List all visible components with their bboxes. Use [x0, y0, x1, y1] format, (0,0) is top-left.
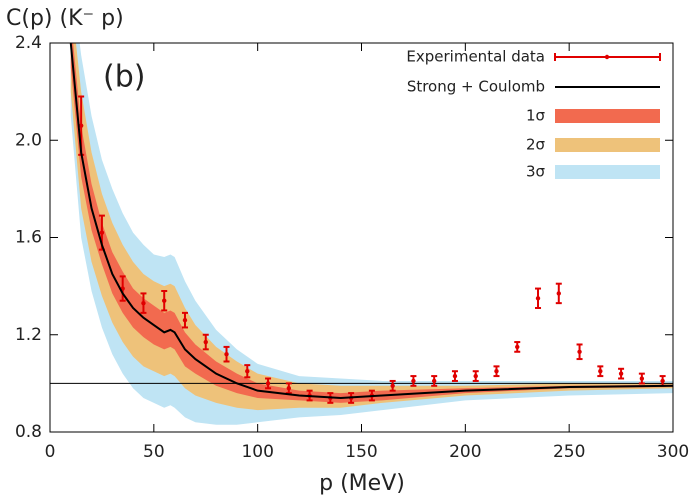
x-tick-label: 300: [657, 442, 689, 462]
data-point: [182, 317, 188, 323]
data-point: [535, 296, 541, 301]
data-point: [162, 298, 167, 303]
legend-swatch: [555, 109, 660, 123]
legend-swatch: [555, 165, 660, 179]
data-point: [431, 378, 437, 384]
data-point: [411, 378, 416, 384]
data-point: [618, 371, 624, 376]
legend-label: Strong + Coulomb: [407, 78, 545, 96]
legend-swatch: [604, 54, 610, 60]
data-point: [556, 291, 561, 296]
axes: 0 50 100 150 200 250 300 0.8 1.2 1.6 2.0 2.4: [15, 33, 689, 462]
y-tick-label: 2.0: [15, 130, 42, 150]
x-tick-label: 150: [345, 442, 377, 462]
x-tick-label: 100: [241, 442, 273, 462]
data-point: [639, 376, 645, 381]
data-point: [390, 383, 395, 389]
y-tick-label: 0.8: [15, 422, 42, 442]
legend-swatch: [555, 138, 660, 152]
annotation: (b): [103, 60, 145, 95]
confidence-band: [70, 43, 673, 403]
model-curve: [69, 43, 673, 399]
data-point: [452, 373, 458, 379]
plot-area: [50, 43, 673, 425]
data-point: [265, 381, 271, 386]
x-axis-label: p (MeV): [319, 471, 405, 496]
data-point: [494, 369, 499, 374]
x-tick-label: 250: [553, 442, 585, 462]
data-point: [245, 369, 250, 374]
data-point: [78, 123, 84, 128]
data-point: [577, 349, 582, 354]
data-point: [473, 373, 478, 379]
x-tick-label: 200: [449, 442, 481, 462]
data-point: [598, 369, 603, 374]
data-point: [99, 230, 105, 235]
legend-label: 1σ: [526, 107, 546, 125]
legend-label: Experimental data: [406, 48, 545, 66]
data-point: [203, 339, 208, 345]
confidence-band: [70, 43, 673, 411]
x-tick-label: 0: [45, 442, 56, 462]
data-point: [660, 378, 665, 384]
legend-label: 3σ: [526, 163, 546, 181]
legend-label: 2σ: [526, 136, 546, 154]
x-tick-label: 50: [143, 442, 165, 462]
data-point: [286, 386, 292, 391]
y-tick-label: 1.2: [15, 325, 42, 345]
data-point: [224, 352, 229, 357]
y-tick-label: 1.6: [15, 228, 42, 248]
legend: Experimental data Strong + Coulomb 1σ 2σ 3σ: [406, 48, 661, 181]
data-point: [515, 344, 520, 350]
data-point: [141, 300, 146, 306]
y-tick-label: 2.4: [15, 33, 42, 53]
y-axis-label: C(p) (K⁻ p): [6, 6, 124, 31]
